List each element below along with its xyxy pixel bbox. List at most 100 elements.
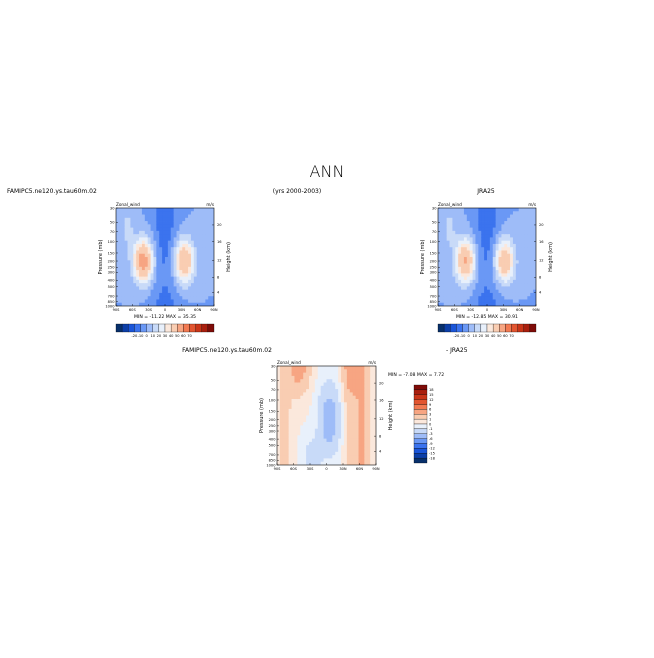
- contour-cell: [507, 230, 511, 235]
- contour-cell: [291, 395, 295, 400]
- contour-cell: [461, 240, 465, 245]
- contour-cell: [489, 237, 494, 242]
- contour-cell: [162, 276, 166, 281]
- contour-cell: [530, 221, 534, 225]
- contour-cell: [188, 266, 192, 271]
- contour-cell: [449, 243, 453, 248]
- contour-cell: [458, 260, 462, 264]
- contour-cell: [326, 458, 330, 463]
- contour-cell: [176, 237, 180, 242]
- contour-cell: [533, 266, 536, 271]
- contour-cell: [193, 270, 198, 274]
- contour-cell: [179, 276, 183, 281]
- contour-cell: [314, 369, 319, 373]
- contour-cell: [515, 260, 520, 264]
- contour-cell: [205, 247, 209, 251]
- contour-cell: [314, 418, 319, 423]
- contour-cell: [355, 438, 359, 443]
- contour-cell: [130, 227, 134, 232]
- contour-cell: [492, 276, 497, 281]
- contour-cell: [153, 247, 157, 251]
- contour-cell: [285, 379, 290, 383]
- contour-cell: [438, 266, 442, 271]
- contour-cell: [176, 302, 180, 306]
- contour-cell: [314, 432, 319, 436]
- contour-cell: [373, 428, 376, 433]
- contour-cell: [303, 385, 307, 390]
- contour-cell: [515, 243, 520, 248]
- contour-cell: [130, 214, 134, 219]
- contour-cell: [205, 302, 209, 306]
- contour-cell: [159, 243, 163, 248]
- contour-cell: [358, 395, 362, 400]
- contour-cell: [190, 230, 195, 235]
- contour-cell: [446, 263, 450, 268]
- contour-cell: [303, 458, 307, 463]
- contour-cell: [277, 422, 281, 426]
- contour-cell: [452, 224, 456, 228]
- contour-cell: [190, 292, 195, 297]
- contour-cell: [335, 435, 339, 439]
- contour-cell: [504, 253, 508, 258]
- contour-cell: [484, 227, 488, 232]
- contour-cell: [300, 366, 304, 370]
- panel-title-variable: Zonal_wind: [438, 202, 462, 207]
- contour-cell: [205, 250, 209, 255]
- contour-cell: [481, 243, 485, 248]
- contour-cell: [367, 372, 371, 377]
- contour-cell: [533, 253, 536, 258]
- contour-cell: [466, 234, 471, 238]
- contour-cell: [136, 253, 140, 258]
- contour-cell: [501, 211, 505, 215]
- contour-cell: [466, 299, 471, 304]
- contour-cell: [133, 253, 137, 258]
- panel-title-variable: Zonal_wind: [277, 360, 301, 365]
- colorbar-swatch: [115, 323, 123, 333]
- contour-cell: [277, 438, 281, 443]
- contour-cell: [182, 211, 186, 215]
- x-tick-label: 60S: [129, 308, 137, 312]
- contour-cell: [364, 445, 368, 449]
- contour-cell: [370, 389, 374, 393]
- contour-cell: [193, 283, 198, 287]
- contour-cell: [294, 438, 298, 443]
- contour-cell: [205, 286, 209, 291]
- contour-cell: [202, 217, 206, 222]
- colorbar-swatch: [468, 323, 475, 333]
- contour-cell: [475, 257, 479, 261]
- contour-cell: [202, 270, 206, 274]
- contour-cell: [343, 435, 348, 439]
- contour-cell: [484, 289, 488, 294]
- contour-cell: [449, 230, 453, 235]
- contour-cell: [196, 227, 200, 232]
- contour-cell: [512, 221, 517, 225]
- contour-cell: [159, 234, 163, 238]
- contour-cell: [358, 461, 362, 465]
- contour-cell: [294, 399, 298, 403]
- contour-cell: [188, 240, 192, 245]
- contour-cell: [370, 435, 374, 439]
- y-tick-label: 500: [108, 285, 116, 289]
- contour-cell: [527, 302, 531, 306]
- contour-cell: [527, 299, 531, 304]
- contour-cell: [358, 399, 362, 403]
- contour-cell: [512, 292, 517, 297]
- contour-cell: [118, 299, 123, 304]
- contour-cell: [458, 296, 462, 300]
- contour-cell: [484, 214, 488, 219]
- contour-cell: [279, 385, 284, 390]
- contour-cell: [346, 392, 351, 397]
- contour-cell: [170, 234, 175, 238]
- contour-cell: [130, 247, 134, 251]
- contour-cell: [320, 415, 324, 420]
- contour-cell: [338, 425, 342, 430]
- contour-cell: [489, 208, 494, 212]
- contour-cell: [202, 234, 206, 238]
- contour-cell: [495, 253, 499, 258]
- contour-cell: [170, 247, 175, 251]
- contour-cell: [303, 418, 307, 423]
- contour-cell: [481, 270, 485, 274]
- contour-cell: [144, 211, 149, 215]
- contour-cell: [118, 237, 123, 242]
- contour-cell: [285, 432, 290, 436]
